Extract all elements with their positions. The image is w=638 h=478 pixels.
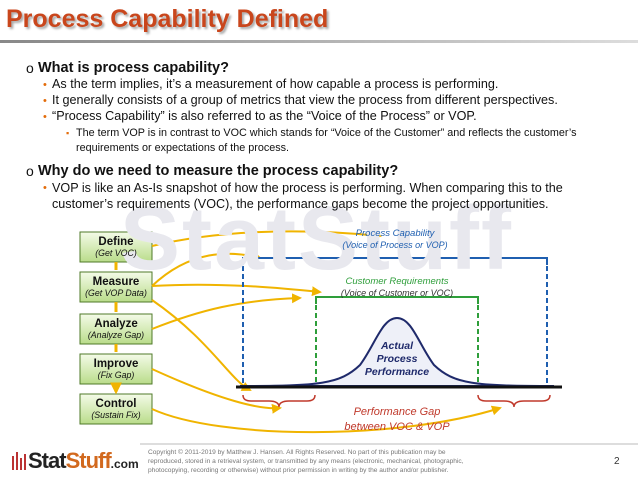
requirements-title: Customer Requirements bbox=[345, 276, 449, 287]
step-sub: (Get VOP Data) bbox=[85, 288, 147, 298]
step-sub: (Sustain Fix) bbox=[91, 410, 141, 420]
bullet-text: As the term implies, it’s a measurement … bbox=[52, 77, 499, 91]
bullet-text: It generally consists of a group of metr… bbox=[52, 93, 558, 107]
step-box: Improve (Fix Gap) bbox=[80, 358, 152, 380]
gap-sub: between VOC & VOP bbox=[344, 421, 450, 433]
step-box: Define (Get VOC) bbox=[80, 236, 152, 258]
step-sub: (Analyze Gap) bbox=[87, 330, 145, 340]
copyright-line: Copyright © 2011-2019 by Matthew J. Hans… bbox=[148, 449, 446, 456]
bullet-marker: • bbox=[43, 95, 47, 107]
watermark: StatStuff bbox=[120, 189, 513, 289]
step-name: Analyze bbox=[94, 318, 138, 330]
bullet-marker: • bbox=[43, 79, 47, 91]
bullet-marker: • bbox=[43, 182, 47, 194]
requirements-sub: (Voice of Customer or VOC) bbox=[340, 288, 454, 298]
bell-curve bbox=[239, 316, 555, 387]
page-number: 2 bbox=[614, 456, 620, 467]
slide-title: Process Capability Defined bbox=[6, 5, 329, 33]
logo-bars bbox=[12, 452, 26, 470]
step-name: Control bbox=[95, 398, 137, 410]
step-name: Measure bbox=[92, 276, 140, 288]
section-heading: What is process capability? bbox=[38, 60, 229, 76]
performance-label: Process bbox=[376, 353, 418, 365]
capability-sub: (Voice of Process or VOP) bbox=[342, 240, 448, 250]
heading-marker: o bbox=[26, 163, 34, 179]
performance-label: Performance bbox=[364, 366, 430, 378]
gap-title: Performance Gap bbox=[353, 406, 441, 418]
step-box: Analyze (Analyze Gap) bbox=[80, 318, 152, 340]
copyright-line: reproduced, stored in a retrieval system… bbox=[148, 458, 464, 465]
step-sub: (Fix Gap) bbox=[97, 370, 135, 380]
step-box: Measure (Get VOP Data) bbox=[80, 276, 152, 298]
step-name: Define bbox=[98, 236, 134, 248]
capability-bracket bbox=[242, 257, 548, 387]
step-box: Control (Sustain Fix) bbox=[80, 398, 152, 420]
logo-part: Stat bbox=[28, 448, 67, 473]
heading-marker: o bbox=[26, 60, 34, 76]
step-sub: (Get VOC) bbox=[95, 248, 137, 258]
sub-bullet-marker: ▪ bbox=[66, 128, 70, 138]
bullet-marker: • bbox=[43, 111, 47, 123]
sub-bullet-text: The term VOP is in contrast to VOC which… bbox=[76, 127, 577, 154]
title-rule bbox=[0, 40, 638, 43]
section-heading: Why do we need to measure the process ca… bbox=[38, 163, 399, 179]
logo-part: Stuff bbox=[65, 448, 112, 473]
copyright-line: photocopying, recording or otherwise) wi… bbox=[148, 467, 449, 474]
bullet-text: “Process Capability” is also referred to… bbox=[52, 109, 477, 123]
capability-title: Process Capability bbox=[355, 228, 435, 239]
step-name: Improve bbox=[93, 358, 139, 370]
performance-label: Actual bbox=[380, 340, 414, 352]
bullet-text: VOP is like an As-Is snapshot of how the… bbox=[52, 181, 563, 211]
logo-part: .com bbox=[110, 457, 139, 471]
gap-brackets bbox=[242, 394, 551, 408]
logo: StatStuff.com bbox=[28, 448, 139, 474]
